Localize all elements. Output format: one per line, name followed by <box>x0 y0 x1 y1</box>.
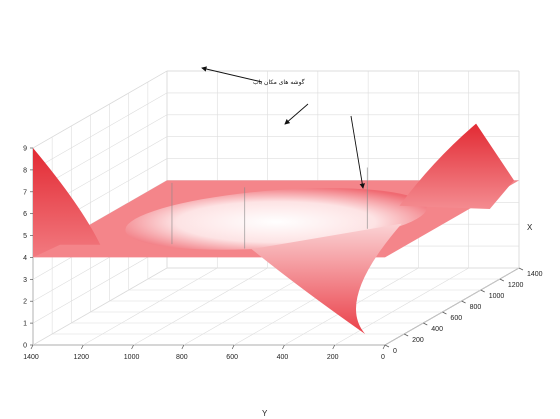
x-tick-label: 800 <box>470 304 482 311</box>
surface-vertical-lines <box>171 167 368 249</box>
z-tick-label: 2 <box>23 299 27 306</box>
y-tick-mark <box>30 344 34 350</box>
annotation-arrow-2 <box>284 103 309 125</box>
y-tick-label: 800 <box>176 354 188 361</box>
y-tick-label: 600 <box>226 354 238 361</box>
z-tick-label: 7 <box>23 189 27 196</box>
y-tick-label: 400 <box>277 354 289 361</box>
x-tick-mark <box>518 267 524 271</box>
y-tick-label: 0 <box>381 354 385 361</box>
y-tick-label: 1200 <box>73 354 89 361</box>
x-tick-mark <box>403 333 409 337</box>
z-tick-label: 5 <box>23 233 27 240</box>
z-tick-label: 8 <box>23 167 27 174</box>
surface-drop-corner <box>251 223 402 334</box>
x-tick-mark <box>480 289 485 293</box>
grid-line <box>32 245 168 324</box>
z-tick-label: 6 <box>23 211 27 218</box>
z-tick-label: 0 <box>23 343 27 350</box>
grid-line <box>384 267 520 346</box>
annotation: گوشه های مکان باب <box>201 66 365 189</box>
y-tick-label: 1000 <box>124 354 140 361</box>
x-tick-label: 400 <box>431 326 443 333</box>
y-tick-label: 200 <box>327 354 339 361</box>
x-tick-label: 1000 <box>489 293 505 300</box>
grid-line <box>133 267 268 346</box>
x-tick-label: 1400 <box>527 271 543 278</box>
axis-ticks: 0123456789020040060080010001200140002004… <box>23 146 543 362</box>
annotation-arrow-1 <box>201 66 263 83</box>
annotation-text: گوشه های مکان باب <box>253 78 305 86</box>
surface-peak-a <box>33 148 101 258</box>
y-tick-mark <box>231 344 235 350</box>
z-tick-label: 4 <box>23 255 27 262</box>
x-tick-mark <box>442 311 447 315</box>
x-tick-label: 0 <box>393 348 397 355</box>
x-tick-mark <box>499 278 505 282</box>
x-tick-label: 1200 <box>508 282 524 289</box>
x-tick-mark <box>384 344 390 348</box>
z-tick-label: 9 <box>23 146 27 153</box>
surface-peak-b <box>399 123 514 209</box>
x-tick-label: 600 <box>450 315 462 322</box>
grid-line <box>334 267 469 346</box>
y-tick-label: 1400 <box>23 354 39 361</box>
y-axis-label: Y <box>262 409 268 418</box>
annotation-arrow-3 <box>350 115 365 189</box>
grid-line <box>83 267 218 346</box>
surface-plot <box>33 123 519 334</box>
y-tick-mark <box>181 344 185 350</box>
grid-line <box>32 267 168 346</box>
y-tick-mark <box>282 344 285 350</box>
grid-line <box>32 92 168 171</box>
y-tick-mark <box>80 344 84 350</box>
y-tick-mark <box>382 344 386 350</box>
grid-line <box>32 70 168 149</box>
y-tick-mark <box>131 344 134 350</box>
x-axis-label: X <box>527 223 533 232</box>
y-tick-mark <box>332 344 336 350</box>
z-tick-label: 1 <box>23 321 27 328</box>
z-tick-label: 3 <box>23 277 27 284</box>
x-tick-label: 200 <box>412 337 424 344</box>
x-tick-mark <box>423 322 428 326</box>
x-tick-mark <box>461 300 466 304</box>
